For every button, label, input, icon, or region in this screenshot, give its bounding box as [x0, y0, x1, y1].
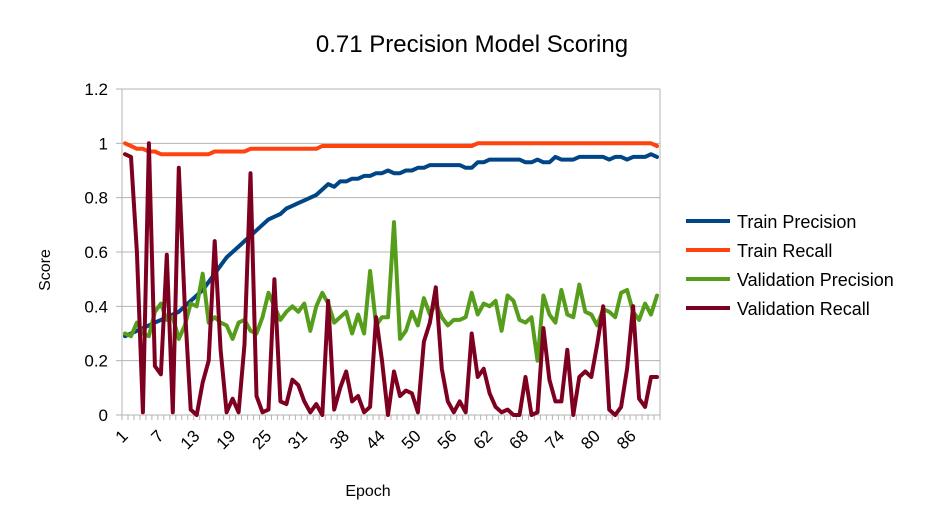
x-tick-label: 25 [248, 426, 275, 453]
x-axis-ticks: 1 7 13 19 25 31 38 44 50 56 62 68 74 80 86 [112, 415, 661, 453]
y-tick-label: 0.6 [84, 243, 108, 262]
legend: Train Precision Train Recall Validation Pr… [686, 212, 894, 319]
y-tick-label: 0.2 [84, 352, 108, 371]
x-tick-label: 31 [284, 426, 311, 453]
x-tick-label: 80 [577, 426, 604, 453]
legend-label-train-recall: Train Recall [737, 241, 832, 261]
y-tick-label: 0 [99, 406, 108, 425]
x-tick-label: 44 [362, 426, 389, 453]
gridlines [116, 88, 661, 416]
series-lines [123, 141, 659, 417]
chart-title: 0.71 Precision Model Scoring [316, 31, 628, 58]
y-axis-ticks: 0 0.2 0.4 0.6 0.8 1 1.2 [84, 80, 108, 425]
legend-label-validation-recall: Validation Recall [737, 299, 870, 319]
series-line-validation-recall [123, 141, 659, 417]
x-tick-label: 13 [177, 426, 204, 453]
series-line-train-recall [123, 141, 659, 157]
legend-label-train-precision: Train Precision [737, 212, 856, 232]
y-tick-label: 0.8 [84, 189, 108, 208]
x-tick-label: 50 [398, 426, 425, 453]
x-axis-label: Epoch [345, 483, 390, 500]
x-tick-label: 56 [434, 426, 461, 453]
y-tick-label: 1.2 [84, 80, 108, 99]
x-tick-label: 7 [148, 426, 168, 446]
series-line-validation-precision [123, 220, 659, 363]
legend-label-validation-precision: Validation Precision [737, 270, 894, 290]
x-tick-label: 1 [112, 426, 132, 446]
y-tick-label: 0.4 [84, 297, 108, 316]
x-tick-label: 62 [470, 426, 497, 453]
x-tick-label: 19 [213, 426, 240, 453]
y-axis-label: Score [37, 249, 54, 291]
x-tick-label: 68 [506, 426, 533, 453]
x-tick-label: 74 [541, 426, 568, 453]
x-tick-label: 38 [326, 426, 353, 453]
y-tick-label: 1 [99, 134, 108, 153]
x-tick-label: 86 [613, 426, 640, 453]
